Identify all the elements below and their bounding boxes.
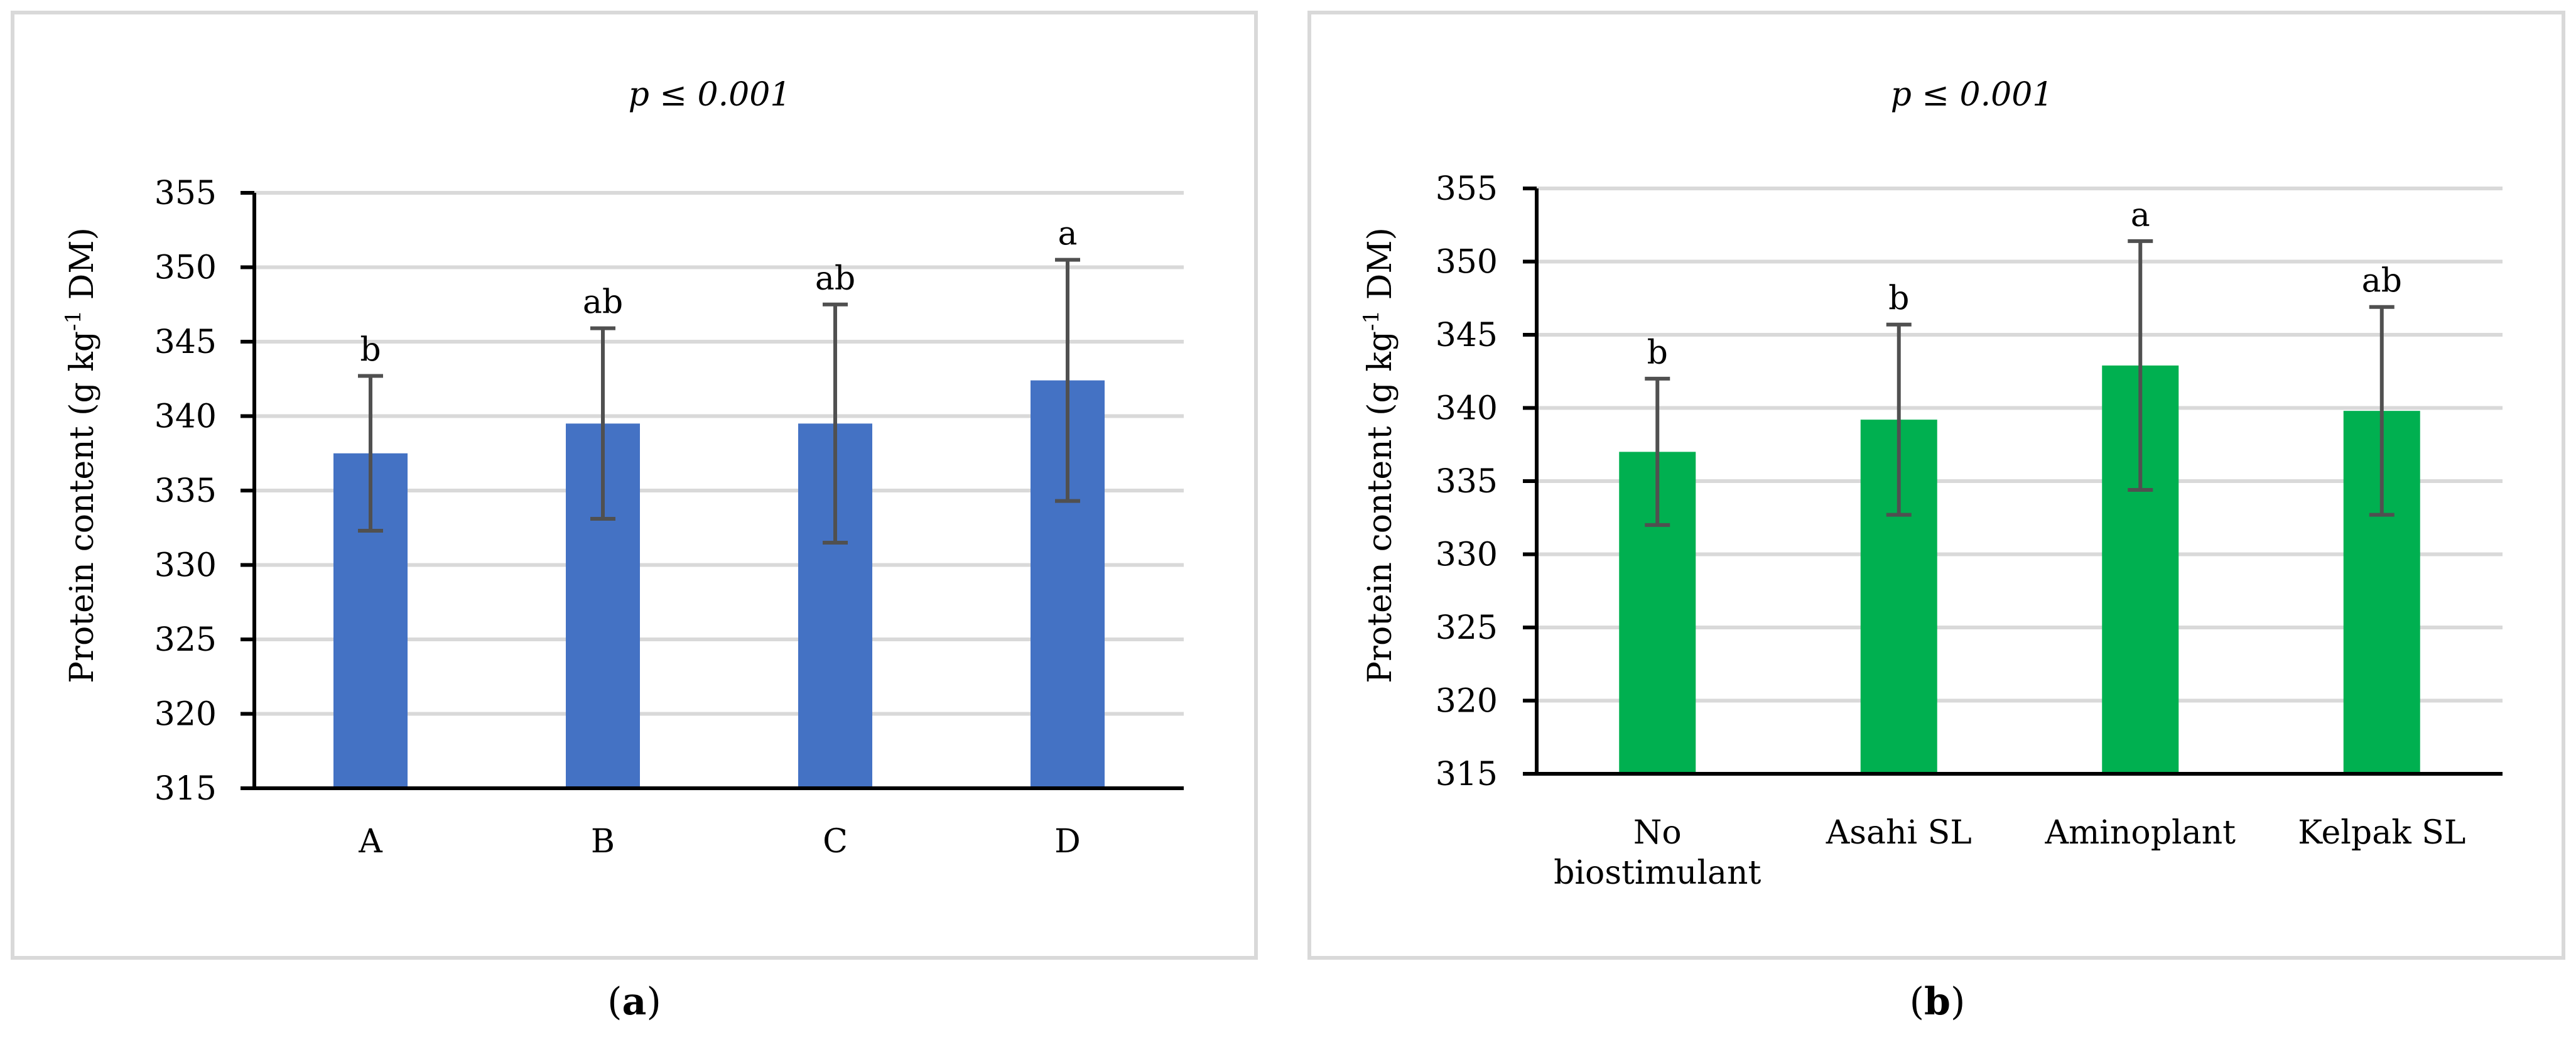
chart-panel-a: p ≤ 0.001 315 320 325 330 335 340 345 350 355 A B… <box>11 11 1258 1024</box>
error-bar-b-1 <box>1886 322 1912 517</box>
x-tick-label-b-1: Asahi SL <box>1826 814 1972 852</box>
y-tick-label-a: 335 <box>154 472 217 510</box>
significance-letter-a-3: a <box>1058 215 1077 253</box>
significance-letter-a-0: b <box>360 332 381 369</box>
x-tick-label-b-3: Kelpak SL <box>2298 814 2465 852</box>
significance-letter-b-1: b <box>1888 280 1909 318</box>
significance-letter-b-3: ab <box>2362 263 2402 300</box>
panel-label-b: (b) <box>1910 980 1966 1024</box>
significance-letter-a-1: ab <box>583 284 623 322</box>
y-tick-label-b: 345 <box>1436 317 1498 354</box>
error-bar-b-2 <box>2128 239 2153 492</box>
axes-b <box>1523 187 2503 776</box>
panel-label-a: (a) <box>607 980 661 1024</box>
error-bar-a-2 <box>823 302 848 545</box>
y-tick-label-b: 335 <box>1436 463 1498 501</box>
y-tick-label-a: 320 <box>154 696 217 734</box>
x-tick-labels-a: A B C D <box>358 823 1081 860</box>
y-tick-label-b: 315 <box>1436 756 1498 793</box>
gridlines-a <box>254 191 1184 716</box>
error-bars-b <box>1645 239 2395 527</box>
gridlines-b <box>1537 187 2503 703</box>
x-tick-label-b-2: Aminoplant <box>2044 814 2236 852</box>
significance-letters-a: b ab ab a <box>360 215 1077 369</box>
chart-panel-b: p ≤ 0.001 315 320 325 330 335 340 345 350 355 No… <box>1307 11 2565 1024</box>
x-tick-label-a-1: B <box>591 823 615 860</box>
y-tick-labels-b: 315 320 325 330 335 340 345 350 355 <box>1436 170 1498 793</box>
bars-b <box>1619 365 2420 774</box>
y-tick-label-a: 315 <box>154 770 217 808</box>
y-tick-label-b: 355 <box>1436 170 1498 208</box>
significance-letter-b-2: a <box>2131 197 2150 234</box>
y-axis-label-b: Protein content (g kg-1 DM) <box>1359 227 1399 683</box>
error-bars-a <box>358 258 1080 545</box>
significance-letter-b-0: b <box>1647 334 1668 372</box>
x-tick-label-a-2: C <box>823 823 848 860</box>
y-tick-labels-a: 315 320 325 330 335 340 345 350 355 <box>154 175 217 808</box>
chart-title-a: p ≤ 0.001 <box>629 76 791 114</box>
y-axis-label-a: Protein content (g kg-1 DM) <box>61 227 101 683</box>
x-tick-label-a-3: D <box>1054 823 1081 860</box>
y-tick-label-a: 325 <box>154 621 217 659</box>
y-tick-label-b: 320 <box>1436 683 1498 720</box>
error-bar-a-3 <box>1055 258 1080 503</box>
significance-letters-b: b b a ab <box>1647 197 2402 372</box>
x-tick-label-b-0: No biostimulant <box>1554 814 1761 892</box>
y-tick-label-b: 325 <box>1436 609 1498 647</box>
significance-letter-a-2: ab <box>815 260 855 298</box>
y-tick-label-a: 355 <box>154 175 217 212</box>
y-tick-label-b: 330 <box>1436 536 1498 574</box>
error-bar-a-1 <box>590 326 615 521</box>
chart-title-b: p ≤ 0.001 <box>1891 76 2054 114</box>
y-tick-label-b: 350 <box>1436 244 1498 281</box>
y-tick-label-a: 340 <box>154 398 217 436</box>
error-bar-b-3 <box>2369 305 2395 517</box>
axes-a <box>241 191 1184 790</box>
error-bar-a-0 <box>358 374 383 533</box>
y-tick-label-a: 350 <box>154 249 217 287</box>
y-tick-label-b: 340 <box>1436 390 1498 428</box>
x-tick-label-a-0: A <box>358 823 383 860</box>
x-tick-labels-b: No biostimulant Asahi SL Aminoplant Kelpak S… <box>1554 814 2465 892</box>
y-tick-label-a: 330 <box>154 547 217 585</box>
y-tick-label-a: 345 <box>154 323 217 361</box>
error-bar-b-0 <box>1645 376 1670 527</box>
